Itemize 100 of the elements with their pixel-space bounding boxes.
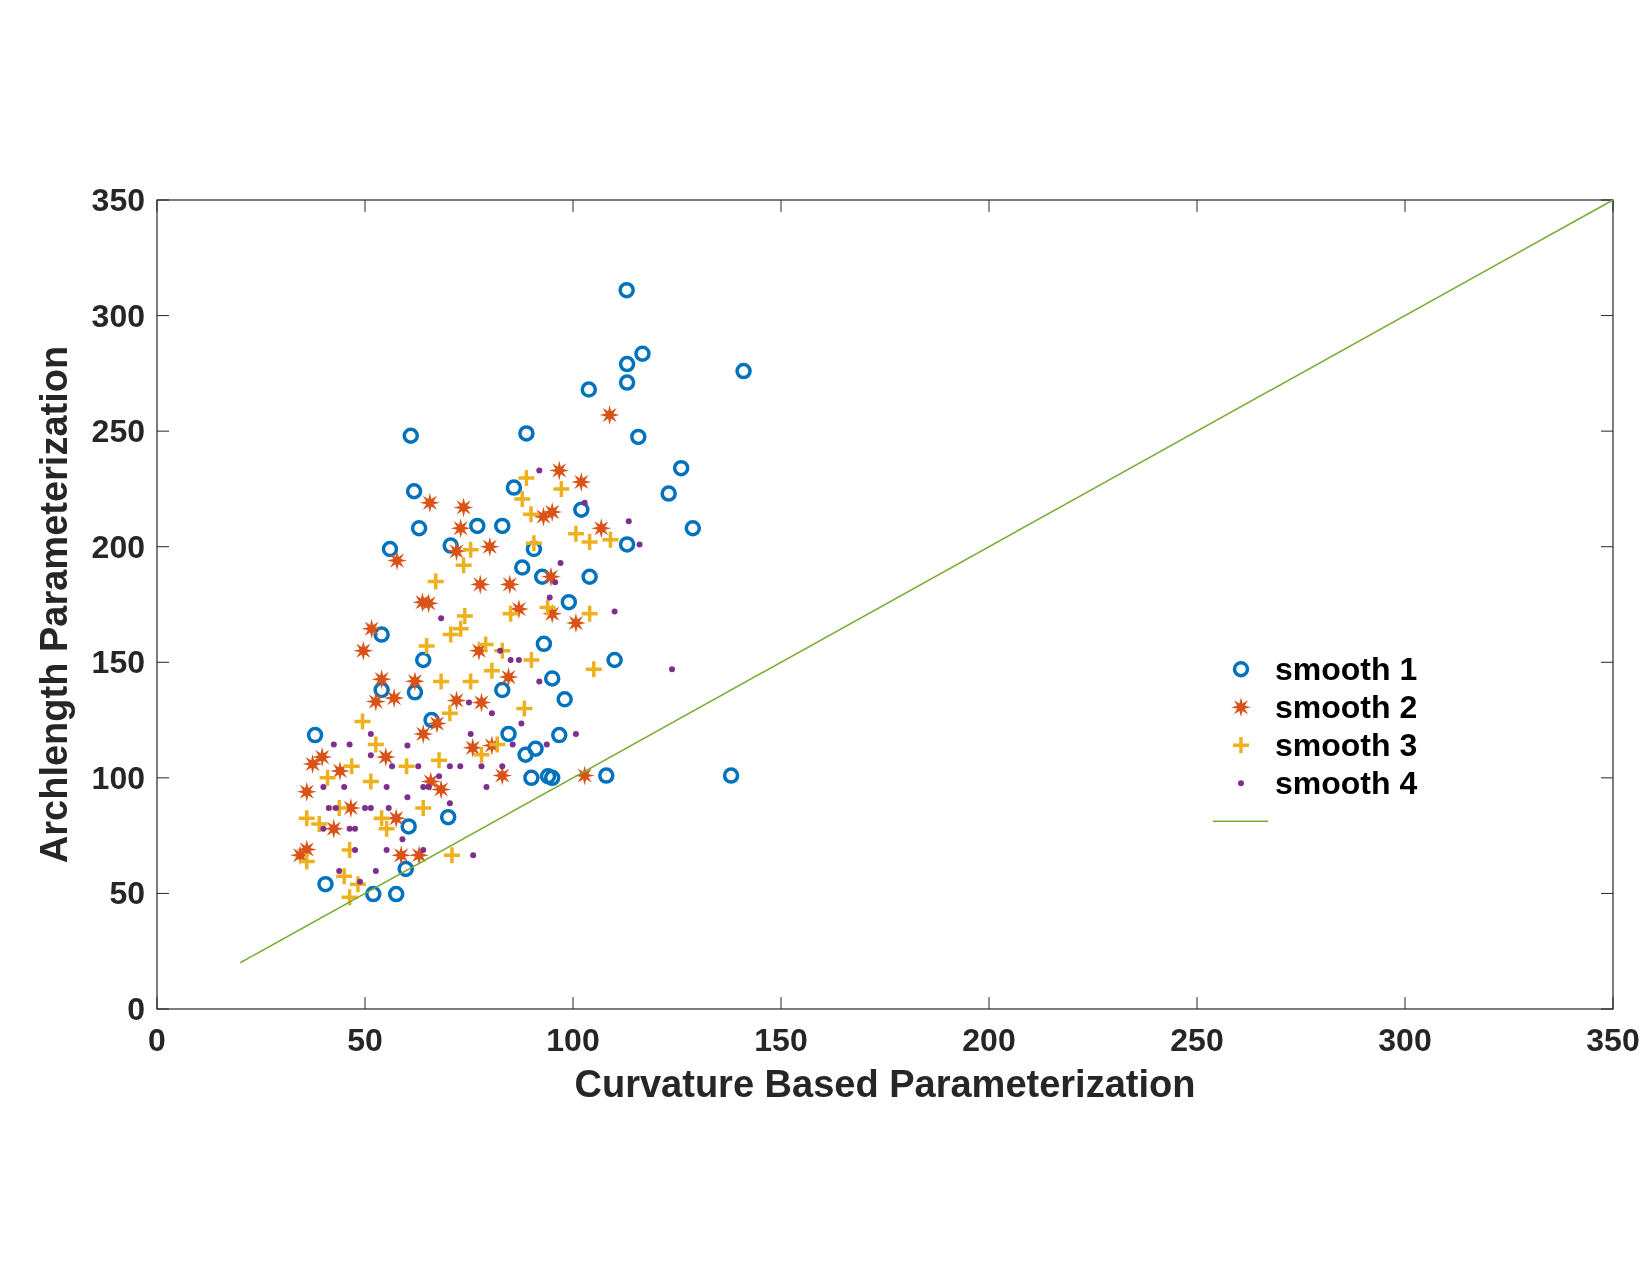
point <box>387 885 405 903</box>
point <box>524 533 544 553</box>
point <box>446 690 467 711</box>
point <box>571 471 592 492</box>
point <box>440 703 460 723</box>
point <box>535 635 553 653</box>
point <box>419 492 440 513</box>
point <box>514 698 535 719</box>
point <box>475 634 496 655</box>
point <box>375 747 396 768</box>
point <box>470 574 491 595</box>
point <box>386 808 407 829</box>
legend-label: smooth 3 <box>1275 727 1418 764</box>
point <box>306 726 324 744</box>
y-tick-label: 200 <box>91 528 145 565</box>
point <box>560 593 578 611</box>
point <box>735 362 752 380</box>
point <box>399 836 406 843</box>
point <box>453 555 474 575</box>
point <box>552 579 559 586</box>
y-tick-label: 250 <box>91 413 145 450</box>
x-tick-label: 50 <box>347 1022 383 1058</box>
point <box>373 626 390 643</box>
point <box>425 784 432 791</box>
point <box>367 752 374 759</box>
point <box>453 497 474 518</box>
point <box>514 559 531 576</box>
point <box>367 730 374 737</box>
point <box>442 845 462 866</box>
y-tick-label: 0 <box>127 991 145 1027</box>
point <box>523 769 540 787</box>
point <box>446 800 453 807</box>
point <box>500 604 521 624</box>
point <box>498 667 519 688</box>
point <box>479 536 500 557</box>
point <box>478 763 485 770</box>
point <box>618 281 635 299</box>
point <box>436 773 443 780</box>
point <box>494 517 511 535</box>
point <box>533 568 551 586</box>
point <box>566 524 586 544</box>
point <box>546 594 553 601</box>
point <box>466 699 472 706</box>
point <box>357 878 364 885</box>
x-tick-label: 250 <box>1170 1022 1224 1058</box>
point <box>381 540 399 558</box>
point <box>581 568 598 586</box>
point <box>414 651 432 669</box>
point <box>312 747 333 768</box>
x-tick-label: 300 <box>1378 1022 1432 1058</box>
point <box>346 741 353 748</box>
point <box>296 781 317 802</box>
point <box>573 501 590 518</box>
point <box>518 425 535 442</box>
point <box>606 651 623 669</box>
point <box>348 874 368 894</box>
point <box>581 499 588 506</box>
point <box>361 618 382 639</box>
point <box>446 541 467 562</box>
point <box>460 539 481 560</box>
point <box>499 574 520 595</box>
point <box>429 750 449 771</box>
point <box>425 571 446 592</box>
x-tick-label: 150 <box>754 1022 808 1058</box>
point <box>487 734 508 755</box>
point <box>297 851 317 872</box>
point <box>574 765 595 786</box>
point <box>446 763 453 770</box>
point <box>352 846 359 853</box>
point <box>507 656 514 663</box>
point <box>457 763 464 770</box>
point <box>341 756 362 777</box>
point <box>404 794 411 801</box>
y-axis-title: Archlength Parameterization <box>33 345 75 864</box>
point <box>497 647 504 654</box>
point <box>660 485 677 502</box>
point <box>471 692 492 713</box>
point <box>492 640 513 661</box>
point <box>410 519 428 537</box>
point <box>404 671 425 692</box>
point <box>439 808 457 826</box>
point <box>462 737 483 758</box>
y-tick-label: 50 <box>109 875 145 912</box>
point <box>625 518 632 525</box>
point <box>415 763 422 770</box>
point <box>317 875 334 893</box>
point <box>330 741 337 748</box>
x-tick-label: 350 <box>1586 1022 1640 1058</box>
y-tick-label: 150 <box>91 644 145 681</box>
point <box>543 741 550 748</box>
point <box>423 711 440 729</box>
point <box>518 720 525 727</box>
point <box>557 559 564 566</box>
point <box>404 742 411 749</box>
point <box>549 460 570 481</box>
point <box>361 771 381 792</box>
point <box>471 744 492 765</box>
point <box>397 860 415 878</box>
point <box>389 763 396 770</box>
point <box>630 428 647 446</box>
